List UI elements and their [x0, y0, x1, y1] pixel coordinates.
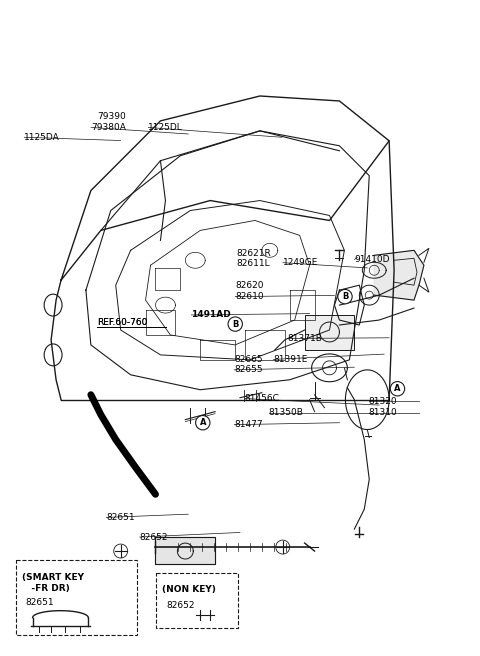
Text: 91410D: 91410D	[355, 255, 390, 264]
Circle shape	[338, 289, 352, 304]
Text: REF.60-760: REF.60-760	[97, 318, 147, 327]
Text: (NON KEY): (NON KEY)	[162, 585, 216, 594]
Text: 81350B: 81350B	[269, 409, 303, 417]
Text: 82652: 82652	[140, 533, 168, 542]
Text: 79380A: 79380A	[91, 123, 126, 132]
Text: 82652: 82652	[167, 601, 195, 610]
Text: 82651: 82651	[107, 513, 135, 522]
Text: 82610: 82610	[235, 292, 264, 301]
Text: 1249GE: 1249GE	[283, 258, 318, 267]
Text: 79390: 79390	[97, 112, 126, 121]
Text: 82620: 82620	[235, 281, 264, 290]
Text: B: B	[342, 292, 348, 301]
Text: 81456C: 81456C	[245, 394, 280, 403]
Circle shape	[390, 382, 405, 396]
Text: 82655: 82655	[234, 365, 263, 375]
Text: 82651: 82651	[25, 598, 54, 607]
Polygon shape	[374, 251, 424, 300]
Text: B: B	[232, 319, 239, 329]
Text: 1125DL: 1125DL	[148, 123, 183, 132]
Text: 81391E: 81391E	[274, 355, 308, 364]
Text: REF.60-760: REF.60-760	[97, 318, 147, 327]
Text: 81310: 81310	[369, 409, 397, 417]
Text: 1491AD: 1491AD	[192, 310, 231, 319]
Circle shape	[228, 317, 242, 331]
Text: 81320: 81320	[369, 397, 397, 405]
Text: (SMART KEY: (SMART KEY	[22, 573, 84, 582]
Text: 81477: 81477	[234, 420, 263, 429]
Text: A: A	[394, 384, 401, 393]
Text: A: A	[200, 419, 206, 427]
Text: 1125DA: 1125DA	[24, 133, 60, 142]
Bar	[156, 573, 238, 628]
Text: 82665: 82665	[234, 355, 263, 364]
Text: -FR DR): -FR DR)	[22, 584, 70, 593]
Bar	[16, 560, 137, 635]
Polygon shape	[156, 537, 215, 564]
Text: 82621R: 82621R	[237, 249, 271, 258]
Circle shape	[196, 415, 210, 430]
Text: 81371B: 81371B	[288, 334, 323, 343]
Bar	[305, 315, 354, 350]
Text: 82611L: 82611L	[237, 260, 270, 268]
